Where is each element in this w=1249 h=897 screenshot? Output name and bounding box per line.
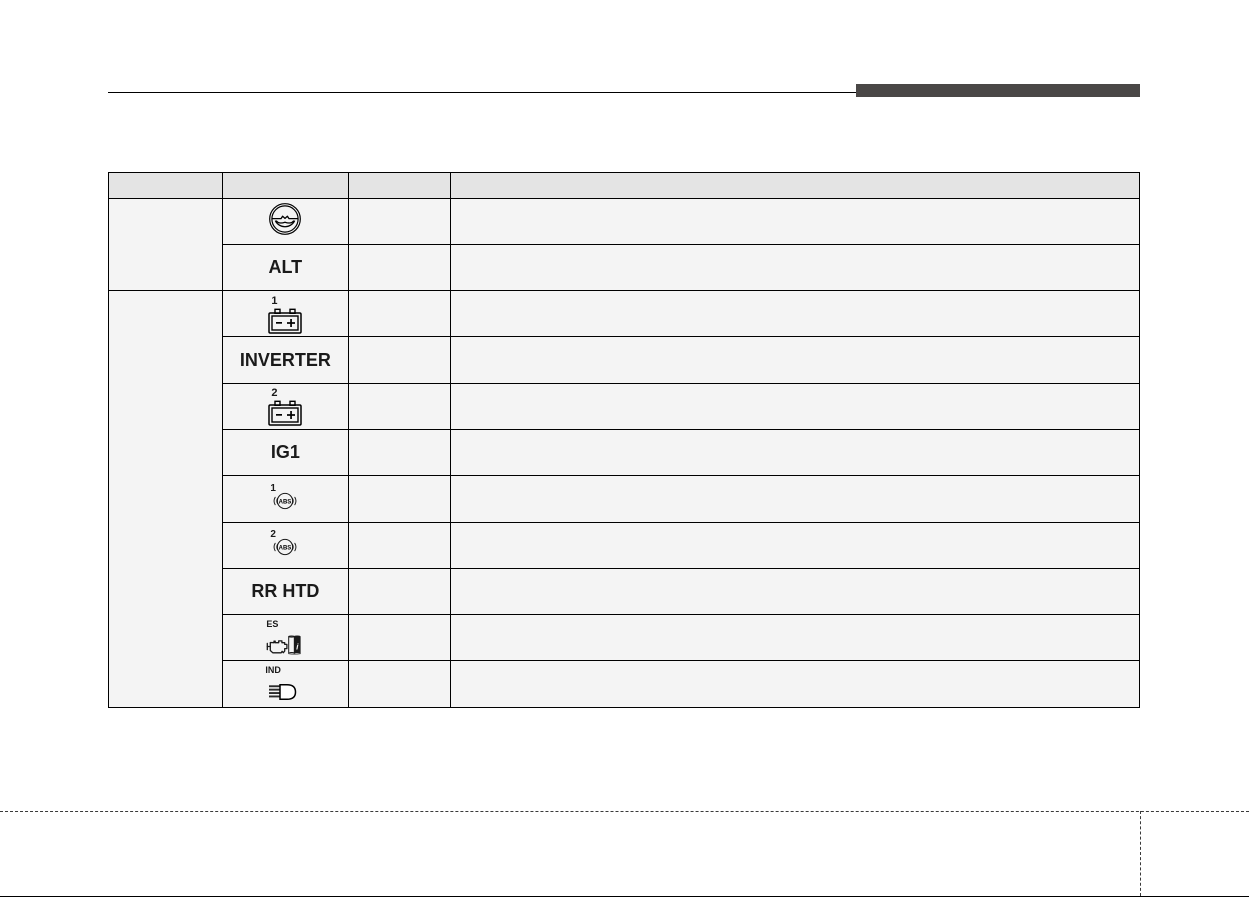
svg-text:ABS: ABS bbox=[279, 546, 292, 552]
svg-text:ABS: ABS bbox=[279, 500, 292, 506]
